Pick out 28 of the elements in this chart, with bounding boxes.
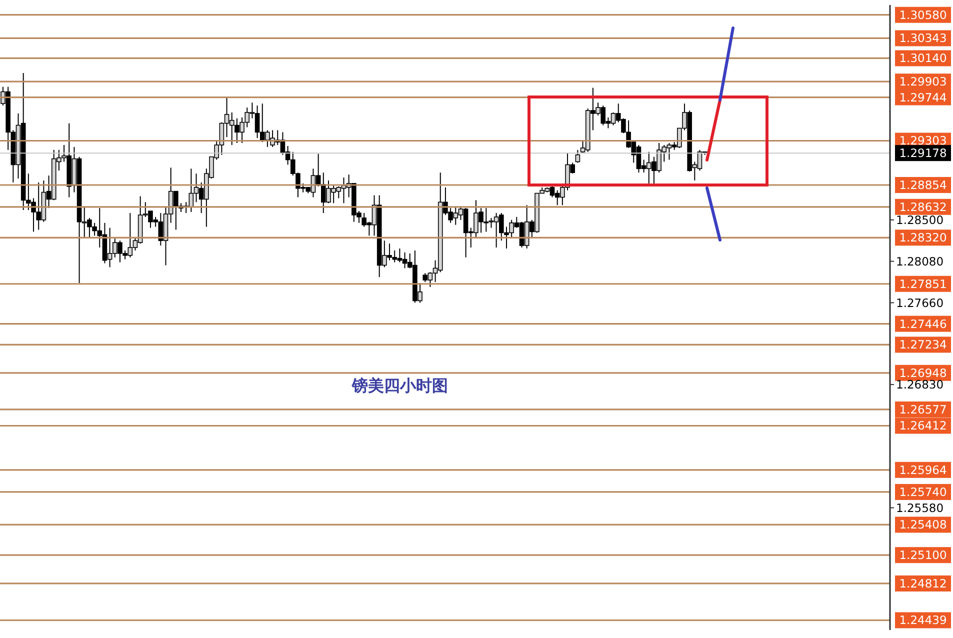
ref-line-label: 1.24439 xyxy=(899,613,947,628)
ref-line-label: 1.28854 xyxy=(899,178,947,192)
ref-line-label: 1.29303 xyxy=(899,134,947,148)
y-tick-label: 1.27660 xyxy=(896,296,944,310)
ref-line-label: 1.30580 xyxy=(899,8,947,22)
ref-line-label: 1.25408 xyxy=(899,518,947,532)
y-tick-label: 1.28080 xyxy=(896,254,944,268)
ref-line-label: 1.30343 xyxy=(899,31,947,46)
ref-line-label: 1.28320 xyxy=(899,230,947,245)
ref-line-label: 1.26577 xyxy=(899,402,947,416)
ref-line-label: 1.29903 xyxy=(899,74,947,89)
ref-line-label: 1.24812 xyxy=(899,576,947,590)
ref-line-label: 1.26412 xyxy=(899,418,947,433)
ref-line-label: 1.25740 xyxy=(899,484,947,499)
ref-line-label: 1.29178 xyxy=(899,146,947,160)
ref-line-label: 1.30140 xyxy=(899,51,947,66)
ref-line-label: 1.26948 xyxy=(899,366,947,380)
ref-line-label: 1.25964 xyxy=(899,462,947,477)
y-tick-label: 1.28500 xyxy=(896,212,944,227)
y-tick-label: 1.26830 xyxy=(896,378,944,392)
ref-line-label: 1.27234 xyxy=(899,338,947,352)
ref-line-label: 1.28632 xyxy=(899,200,947,214)
annotation: 镑美四小时图 xyxy=(351,376,448,395)
y-tick-label: 1.25580 xyxy=(896,500,944,515)
ref-line-label: 1.27851 xyxy=(899,276,947,291)
ref-line-label: 1.25100 xyxy=(899,548,947,562)
ref-line-label: 1.27446 xyxy=(899,316,947,331)
ref-line-label: 1.29744 xyxy=(899,90,947,104)
